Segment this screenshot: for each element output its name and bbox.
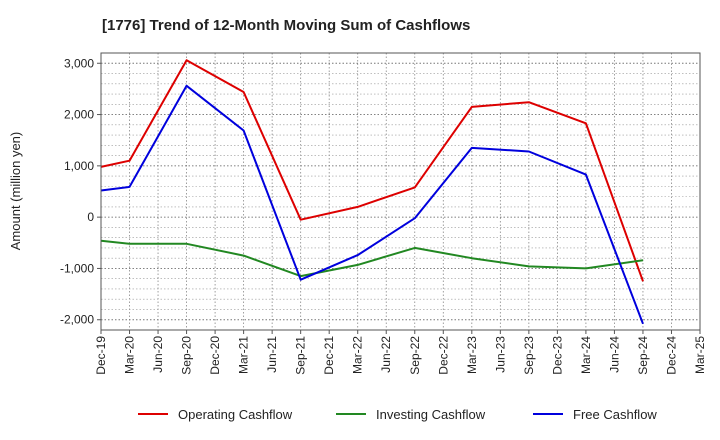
x-tick-label: Jun-24 (607, 336, 621, 373)
series-line-investing-cashflow (100, 239, 644, 278)
x-tick-labels: Dec-19 Mar-20 Jun-20 Sep-20 Dec-20 Mar-21 Jun-… (94, 330, 707, 375)
legend-label-operating-cashflow: Operating Cashflow (178, 407, 293, 422)
y-tick-label: -1,000 (60, 261, 94, 275)
x-tick-label: Jun-21 (265, 336, 279, 373)
x-tick-label: Dec-19 (94, 336, 108, 375)
x-tick-label: Mar-21 (237, 336, 251, 374)
x-tick-label: Sep-22 (408, 336, 422, 375)
x-tick-label: Mar-22 (351, 336, 365, 374)
y-tick-label: 1,000 (64, 159, 94, 173)
y-tick-labels: 3,000 2,000 1,000 0 -1,000 -2,000 (60, 56, 101, 327)
series-line-operating-cashflow (100, 59, 644, 282)
grid (100, 52, 701, 331)
plot-frame (100, 52, 701, 331)
legend: Operating Cashflow Investing Cashflow Free… (138, 407, 657, 422)
x-tick-label: Mar-20 (123, 336, 137, 374)
x-tick-label: Sep-21 (294, 336, 308, 375)
x-tick-label: Mar-24 (579, 336, 593, 374)
x-tick-label: Dec-24 (664, 336, 678, 375)
x-tick-label: Jun-23 (493, 336, 507, 373)
chart-title: [1776] Trend of 12-Month Moving Sum of C… (102, 17, 470, 34)
x-tick-label: Mar-25 (693, 336, 707, 374)
legend-label-free-cashflow: Free Cashflow (573, 407, 657, 422)
x-tick-label: Sep-20 (180, 336, 194, 375)
y-tick-label: 3,000 (64, 56, 94, 70)
x-tick-label: Dec-23 (550, 336, 564, 375)
y-axis-label: Amount (million yen) (8, 132, 23, 251)
x-tick-label: Jun-22 (379, 336, 393, 373)
y-tick-label: -2,000 (60, 313, 94, 327)
series-line-free-cashflow (100, 84, 644, 325)
legend-label-investing-cashflow: Investing Cashflow (376, 407, 486, 422)
x-tick-label: Dec-21 (322, 336, 336, 375)
x-tick-label: Sep-23 (522, 336, 536, 375)
x-tick-label: Dec-20 (208, 336, 222, 375)
x-tick-label: Sep-24 (636, 336, 650, 375)
x-tick-label: Dec-22 (436, 336, 450, 375)
y-tick-label: 0 (87, 210, 94, 224)
y-tick-label: 2,000 (64, 108, 94, 122)
series-lines (100, 59, 644, 325)
x-tick-label: Mar-23 (465, 336, 479, 374)
x-tick-label: Jun-20 (151, 336, 165, 373)
